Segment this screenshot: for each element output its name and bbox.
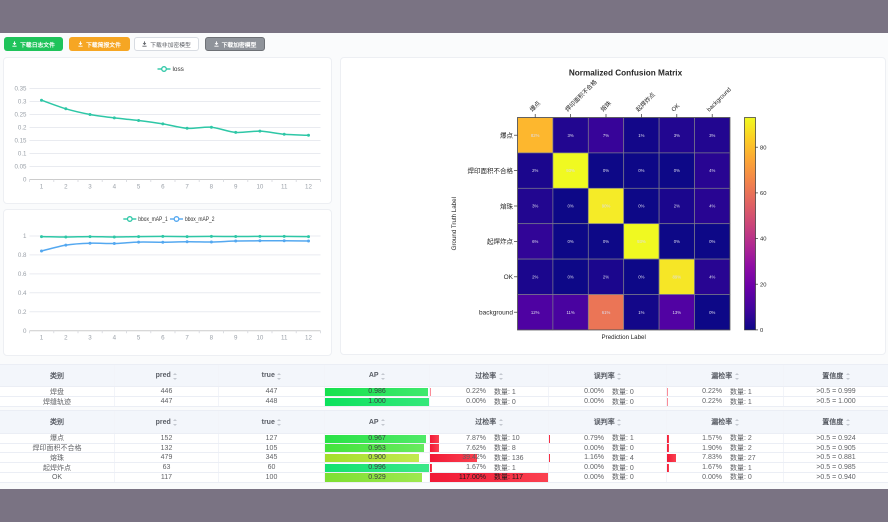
svg-text:93%: 93% — [637, 239, 646, 244]
svg-text:0: 0 — [23, 328, 27, 335]
svg-text:0%: 0% — [638, 168, 644, 173]
svg-text:80: 80 — [760, 145, 766, 151]
svg-text:7: 7 — [185, 335, 189, 342]
svg-text:0.2: 0.2 — [18, 125, 27, 132]
svg-text:0%: 0% — [638, 204, 644, 209]
svg-text:6: 6 — [161, 335, 165, 342]
svg-text:61%: 61% — [602, 310, 611, 315]
svg-text:3%: 3% — [674, 133, 680, 138]
svg-text:0.35: 0.35 — [14, 86, 27, 93]
svg-text:10: 10 — [256, 184, 263, 191]
svg-text:3: 3 — [88, 184, 92, 191]
svg-text:0%: 0% — [603, 239, 609, 244]
svg-text:OK: OK — [671, 103, 681, 113]
svg-text:2%: 2% — [603, 274, 609, 279]
svg-text:89%: 89% — [672, 274, 681, 279]
svg-text:焊印面积不合格: 焊印面积不合格 — [563, 78, 598, 113]
svg-text:0.6: 0.6 — [18, 271, 27, 278]
svg-text:12: 12 — [305, 335, 312, 342]
svg-text:12: 12 — [305, 184, 312, 191]
svg-text:4: 4 — [113, 184, 117, 191]
svg-text:0.15: 0.15 — [14, 138, 27, 145]
svg-text:0%: 0% — [674, 168, 680, 173]
svg-text:82%: 82% — [531, 133, 540, 138]
svg-text:爆点: 爆点 — [500, 131, 514, 140]
svg-text:1%: 1% — [638, 310, 644, 315]
svg-text:0.1: 0.1 — [18, 151, 27, 158]
svg-text:background: background — [479, 310, 513, 317]
svg-text:Prediction Label: Prediction Label — [602, 334, 646, 341]
svg-text:11%: 11% — [566, 310, 574, 315]
svg-text:起焊炸点: 起焊炸点 — [634, 91, 657, 114]
svg-text:7%: 7% — [603, 133, 609, 138]
svg-text:1: 1 — [23, 233, 27, 240]
svg-text:2%: 2% — [532, 168, 538, 173]
svg-text:3%: 3% — [709, 133, 715, 138]
svg-text:4%: 4% — [709, 274, 715, 279]
svg-text:2%: 2% — [674, 204, 680, 209]
svg-text:4%: 4% — [709, 168, 715, 173]
svg-text:爆点: 爆点 — [528, 99, 542, 113]
svg-text:10: 10 — [256, 335, 263, 342]
svg-text:background: background — [706, 87, 732, 113]
svg-text:4%: 4% — [709, 204, 715, 209]
svg-text:1: 1 — [40, 184, 44, 191]
svg-text:1%: 1% — [638, 133, 644, 138]
svg-text:11: 11 — [281, 184, 288, 191]
svg-text:11: 11 — [281, 335, 288, 342]
svg-text:3%: 3% — [532, 204, 538, 209]
svg-text:0%: 0% — [567, 239, 573, 244]
svg-text:焊印面积不合格: 焊印面积不合格 — [468, 166, 514, 175]
svg-text:0.4: 0.4 — [18, 290, 27, 297]
svg-text:3%: 3% — [567, 133, 573, 138]
svg-text:0.2: 0.2 — [18, 309, 27, 316]
svg-text:0%: 0% — [567, 274, 573, 279]
svg-text:7: 7 — [185, 184, 189, 191]
svg-text:0.05: 0.05 — [14, 164, 27, 171]
svg-text:9: 9 — [234, 335, 238, 342]
svg-text:40: 40 — [760, 237, 766, 243]
svg-text:0%: 0% — [709, 239, 715, 244]
svg-text:bbox_mAP_1: bbox_mAP_1 — [138, 216, 168, 223]
svg-text:起焊炸点: 起焊炸点 — [487, 237, 514, 246]
svg-text:熔珠: 熔珠 — [500, 201, 514, 210]
svg-text:8: 8 — [210, 335, 214, 342]
svg-text:0%: 0% — [603, 168, 609, 173]
svg-text:5: 5 — [137, 184, 141, 191]
svg-text:0%: 0% — [638, 274, 644, 279]
svg-text:6%: 6% — [532, 239, 538, 244]
svg-text:8: 8 — [210, 184, 214, 191]
svg-text:12%: 12% — [531, 310, 540, 315]
svg-text:90%: 90% — [602, 204, 611, 209]
svg-text:20: 20 — [760, 282, 766, 288]
svg-text:0.8: 0.8 — [18, 252, 27, 259]
svg-text:Normalized Confusion Matrix: Normalized Confusion Matrix — [569, 69, 683, 78]
svg-text:60: 60 — [760, 191, 766, 197]
svg-text:0: 0 — [760, 328, 763, 334]
svg-text:2%: 2% — [532, 274, 538, 279]
svg-text:0: 0 — [23, 177, 27, 184]
svg-text:Ground Truth Label: Ground Truth Label — [451, 197, 458, 250]
svg-text:0%: 0% — [709, 310, 715, 315]
svg-text:OK: OK — [504, 274, 514, 281]
svg-text:loss: loss — [173, 66, 184, 73]
svg-text:0.3: 0.3 — [18, 99, 27, 106]
svg-text:bbox_mAP_2: bbox_mAP_2 — [185, 216, 215, 223]
svg-text:1: 1 — [40, 335, 44, 342]
svg-text:0.25: 0.25 — [14, 112, 27, 119]
svg-text:5: 5 — [137, 335, 141, 342]
svg-text:9: 9 — [234, 184, 238, 191]
svg-text:93%: 93% — [566, 168, 575, 173]
svg-text:6: 6 — [161, 184, 165, 191]
svg-text:熔珠: 熔珠 — [599, 99, 613, 113]
svg-text:0%: 0% — [567, 204, 573, 209]
svg-text:2: 2 — [64, 335, 68, 342]
svg-text:3: 3 — [88, 335, 92, 342]
svg-text:4: 4 — [113, 335, 117, 342]
svg-text:0%: 0% — [674, 239, 680, 244]
svg-text:2: 2 — [64, 184, 68, 191]
svg-text:13%: 13% — [672, 310, 681, 315]
